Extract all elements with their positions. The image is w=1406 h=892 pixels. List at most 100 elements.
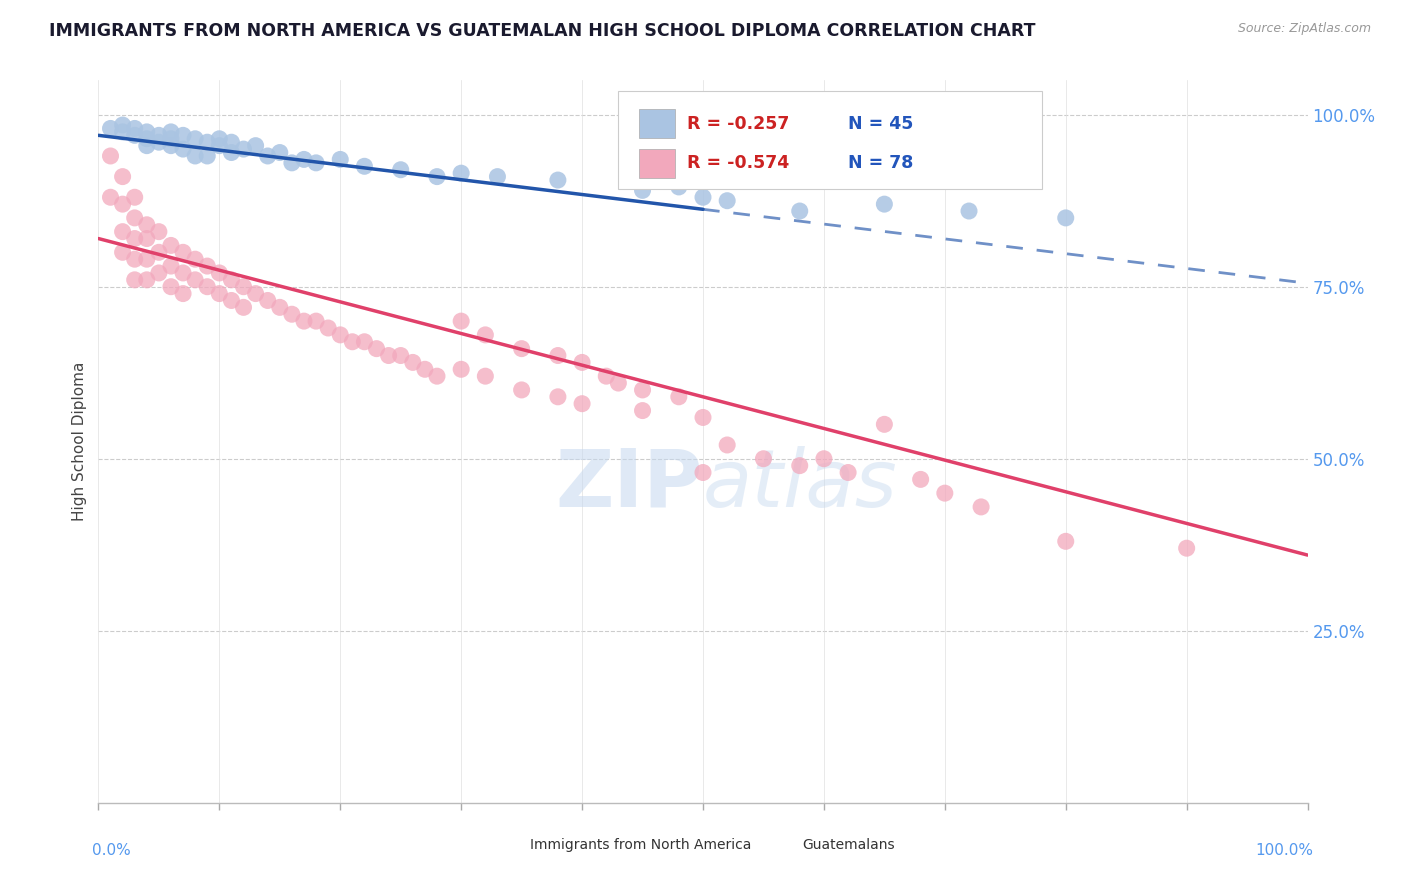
Point bbox=[208, 132, 231, 146]
Point bbox=[100, 149, 122, 163]
Point bbox=[111, 197, 134, 211]
Point bbox=[160, 238, 183, 252]
Point bbox=[100, 121, 122, 136]
Point bbox=[221, 293, 243, 308]
Point bbox=[402, 355, 425, 369]
Point bbox=[245, 138, 267, 153]
Point bbox=[316, 321, 339, 335]
Point bbox=[450, 166, 472, 180]
Point bbox=[486, 169, 509, 184]
Point bbox=[160, 125, 183, 139]
Point bbox=[232, 301, 254, 315]
Point bbox=[148, 245, 170, 260]
FancyBboxPatch shape bbox=[769, 835, 796, 855]
Point bbox=[256, 293, 278, 308]
Point bbox=[957, 204, 980, 219]
Point bbox=[208, 138, 231, 153]
Point bbox=[426, 369, 449, 384]
Text: R = -0.257: R = -0.257 bbox=[688, 115, 790, 133]
Point bbox=[547, 390, 569, 404]
Point bbox=[160, 132, 183, 146]
Point bbox=[329, 153, 352, 167]
Point bbox=[148, 225, 170, 239]
Point bbox=[329, 327, 352, 342]
Point bbox=[172, 142, 194, 156]
Point bbox=[389, 162, 412, 177]
Point bbox=[124, 121, 146, 136]
Point bbox=[135, 138, 157, 153]
Point bbox=[256, 149, 278, 163]
Point bbox=[195, 135, 218, 149]
Point bbox=[716, 438, 738, 452]
Point bbox=[135, 218, 157, 232]
Point bbox=[353, 334, 375, 349]
Point bbox=[245, 286, 267, 301]
Point bbox=[111, 118, 134, 132]
Point bbox=[366, 342, 388, 356]
Point bbox=[111, 169, 134, 184]
Text: atlas: atlas bbox=[703, 446, 898, 524]
FancyBboxPatch shape bbox=[498, 835, 524, 855]
Point bbox=[195, 279, 218, 293]
Point bbox=[474, 369, 496, 384]
Point bbox=[910, 472, 932, 486]
Point bbox=[752, 451, 775, 466]
Point bbox=[413, 362, 436, 376]
Point bbox=[135, 125, 157, 139]
Point bbox=[100, 190, 122, 204]
Point bbox=[172, 266, 194, 280]
Point bbox=[195, 149, 218, 163]
Point bbox=[269, 301, 291, 315]
Text: Guatemalans: Guatemalans bbox=[803, 838, 894, 852]
Point bbox=[184, 149, 207, 163]
Point bbox=[970, 500, 993, 514]
Point bbox=[281, 307, 304, 321]
Point bbox=[124, 190, 146, 204]
Point bbox=[1054, 211, 1077, 225]
Point bbox=[305, 156, 328, 170]
Point bbox=[184, 252, 207, 267]
Text: N = 45: N = 45 bbox=[848, 115, 914, 133]
Point bbox=[450, 314, 472, 328]
Point bbox=[607, 376, 630, 390]
Point bbox=[1175, 541, 1198, 556]
Point bbox=[148, 266, 170, 280]
Text: Source: ZipAtlas.com: Source: ZipAtlas.com bbox=[1237, 22, 1371, 36]
Point bbox=[692, 410, 714, 425]
Point bbox=[873, 417, 896, 432]
Point bbox=[668, 180, 690, 194]
Point bbox=[208, 286, 231, 301]
Point bbox=[172, 245, 194, 260]
Point bbox=[111, 225, 134, 239]
Point bbox=[547, 349, 569, 363]
Point bbox=[281, 156, 304, 170]
Point bbox=[668, 390, 690, 404]
Point bbox=[135, 231, 157, 245]
Y-axis label: High School Diploma: High School Diploma bbox=[72, 362, 87, 521]
Point bbox=[292, 314, 315, 328]
Point bbox=[124, 273, 146, 287]
Point bbox=[184, 273, 207, 287]
Point bbox=[716, 194, 738, 208]
Point bbox=[547, 173, 569, 187]
Point bbox=[232, 279, 254, 293]
Point bbox=[221, 145, 243, 160]
Point bbox=[148, 128, 170, 143]
Point bbox=[135, 252, 157, 267]
Point bbox=[184, 132, 207, 146]
Point bbox=[692, 190, 714, 204]
Point bbox=[160, 138, 183, 153]
Point bbox=[232, 142, 254, 156]
Point bbox=[631, 183, 654, 197]
Point bbox=[692, 466, 714, 480]
Point bbox=[595, 369, 617, 384]
FancyBboxPatch shape bbox=[638, 149, 675, 178]
Point bbox=[934, 486, 956, 500]
Point bbox=[571, 397, 593, 411]
Text: 0.0%: 0.0% bbox=[93, 843, 131, 857]
Point bbox=[148, 135, 170, 149]
Point bbox=[873, 197, 896, 211]
Point bbox=[269, 145, 291, 160]
Text: 100.0%: 100.0% bbox=[1256, 843, 1313, 857]
Point bbox=[353, 159, 375, 173]
